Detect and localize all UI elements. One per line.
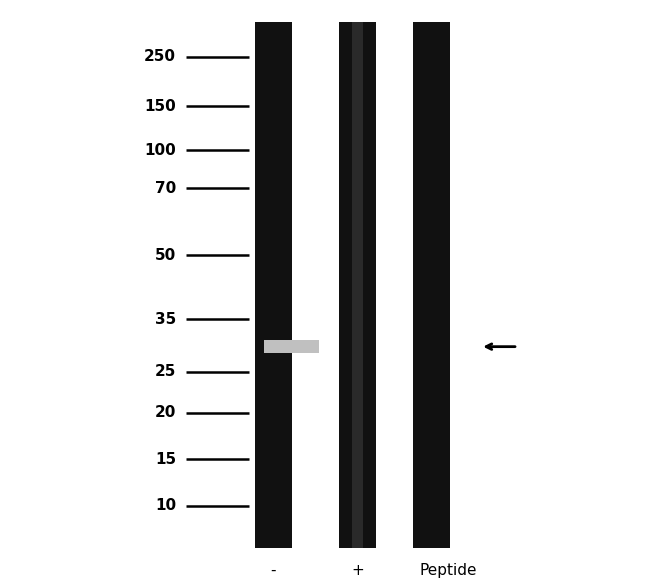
Text: -: -	[270, 563, 276, 578]
Text: 35: 35	[155, 312, 176, 327]
Text: 150: 150	[144, 99, 176, 114]
Text: 100: 100	[144, 142, 176, 158]
Text: 50: 50	[155, 248, 176, 263]
Bar	[255, 22, 292, 548]
Bar	[413, 22, 450, 548]
Text: 25: 25	[155, 364, 176, 379]
Text: 15: 15	[155, 452, 176, 466]
Bar	[352, 22, 363, 548]
Text: 250: 250	[144, 49, 176, 64]
Text: Peptide: Peptide	[419, 563, 476, 578]
Text: 20: 20	[155, 405, 176, 420]
Bar	[264, 340, 319, 353]
Text: 10: 10	[155, 498, 176, 513]
Bar	[339, 22, 376, 548]
Text: 70: 70	[155, 180, 176, 196]
Text: +: +	[351, 563, 364, 578]
